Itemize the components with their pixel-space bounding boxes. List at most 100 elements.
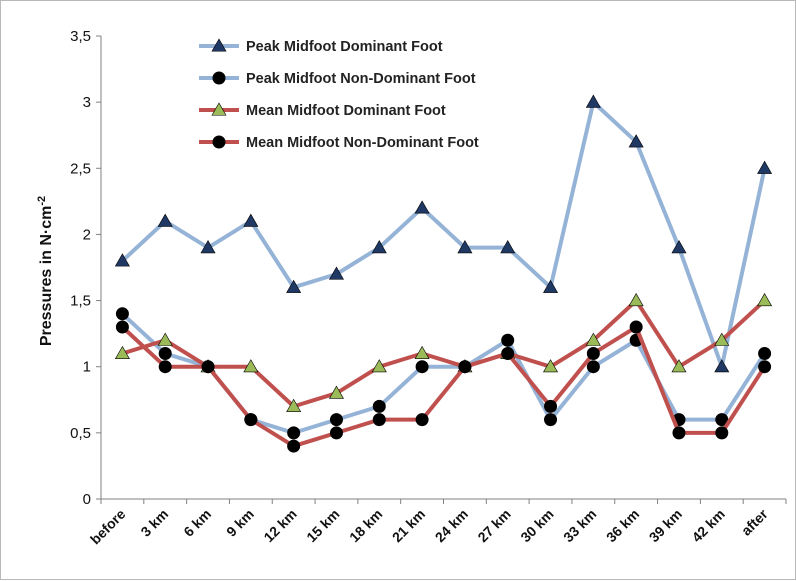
data-point	[543, 279, 559, 293]
legend-marker	[212, 71, 226, 85]
y-tick-label: 2	[83, 226, 91, 243]
y-axis-title: Pressures in N·cm-2	[36, 196, 55, 346]
data-point	[201, 360, 215, 374]
legend-marker	[212, 135, 226, 149]
legend-label: Mean Midfoot Dominant Foot	[246, 103, 446, 119]
data-point	[758, 360, 772, 374]
legend-entry: Peak Midfoot Dominant Foot	[199, 38, 443, 55]
data-point	[415, 360, 429, 374]
data-point	[328, 385, 344, 399]
legend-label: Peak Midfoot Dominant Foot	[246, 39, 443, 55]
y-tick-label: 3,5	[70, 28, 91, 45]
x-tick-label: 36 km	[603, 506, 642, 545]
x-tick-label: 42 km	[689, 506, 728, 545]
x-tick-label: 21 km	[389, 506, 428, 545]
data-point	[758, 346, 772, 360]
data-point	[629, 320, 643, 334]
data-point	[243, 213, 259, 227]
data-point	[157, 332, 173, 346]
data-point	[157, 213, 173, 227]
data-point	[586, 360, 600, 374]
data-point	[672, 426, 686, 440]
x-tick-label: after	[738, 505, 771, 538]
data-point	[585, 332, 601, 346]
series-1	[114, 94, 773, 373]
data-point	[415, 413, 429, 427]
data-point	[158, 360, 172, 374]
x-tick-label: 27 km	[474, 506, 513, 545]
x-tick-label: 15 km	[303, 506, 342, 545]
data-point	[715, 426, 729, 440]
series-line	[121, 325, 767, 449]
x-tick-label: 24 km	[432, 506, 471, 545]
x-tick-label: before	[87, 506, 129, 548]
data-point	[158, 346, 172, 360]
legend-marker	[211, 102, 227, 116]
data-point	[372, 413, 386, 427]
data-point	[501, 333, 515, 347]
y-tick-label: 0,5	[70, 425, 91, 442]
x-tick-label: 30 km	[517, 506, 556, 545]
series-layer	[114, 94, 773, 453]
series-line	[121, 312, 767, 435]
data-point	[328, 266, 344, 280]
x-tick-label: 12 km	[260, 506, 299, 545]
series-line	[121, 100, 767, 369]
data-point	[329, 426, 343, 440]
y-tick-label: 2,5	[70, 160, 91, 177]
data-point	[286, 279, 302, 293]
data-point	[671, 359, 687, 373]
series-line	[121, 298, 766, 409]
data-point	[544, 413, 558, 427]
data-point	[115, 320, 129, 334]
data-point	[414, 200, 430, 214]
x-tick-label: 18 km	[346, 506, 385, 545]
legend-marker	[211, 38, 227, 52]
data-point	[671, 240, 687, 254]
data-point	[457, 240, 473, 254]
data-point	[543, 359, 559, 373]
x-tick-label: 33 km	[560, 506, 599, 545]
x-tick-label: 6 km	[180, 506, 214, 540]
data-point	[757, 292, 773, 307]
data-point	[115, 307, 129, 321]
data-point	[544, 399, 558, 413]
legend-label: Peak Midfoot Non-Dominant Foot	[246, 71, 476, 87]
x-tick-label: 9 km	[223, 506, 257, 540]
data-point	[329, 413, 343, 427]
data-point	[114, 253, 130, 267]
data-point	[372, 399, 386, 413]
y-tick-label: 1,5	[70, 293, 91, 310]
data-point	[244, 413, 258, 427]
data-point	[458, 360, 472, 374]
data-point	[500, 240, 516, 254]
legend-entry: Mean Midfoot Dominant Foot	[199, 102, 446, 119]
data-point	[628, 292, 644, 307]
data-point	[371, 359, 387, 373]
data-point	[714, 332, 730, 346]
data-point	[715, 413, 729, 427]
data-point	[585, 94, 601, 108]
data-point	[286, 398, 302, 412]
data-point	[287, 426, 301, 440]
data-point	[757, 160, 773, 174]
legend-label: Mean Midfoot Non-Dominant Foot	[246, 135, 479, 151]
data-point	[414, 345, 430, 360]
x-tick-label: 39 km	[646, 506, 685, 545]
y-tick-label: 1	[83, 359, 91, 376]
data-point	[628, 134, 644, 148]
y-tick-label: 3	[83, 94, 91, 111]
data-point	[714, 359, 730, 373]
data-point	[243, 359, 259, 373]
data-point	[114, 345, 130, 360]
y-tick-label: 0	[83, 491, 91, 508]
data-point	[200, 240, 216, 254]
x-tick-label: 3 km	[137, 506, 171, 540]
data-point	[586, 346, 600, 360]
data-point	[371, 240, 387, 254]
series-4	[115, 320, 772, 453]
data-point	[501, 346, 515, 360]
data-point	[287, 439, 301, 453]
